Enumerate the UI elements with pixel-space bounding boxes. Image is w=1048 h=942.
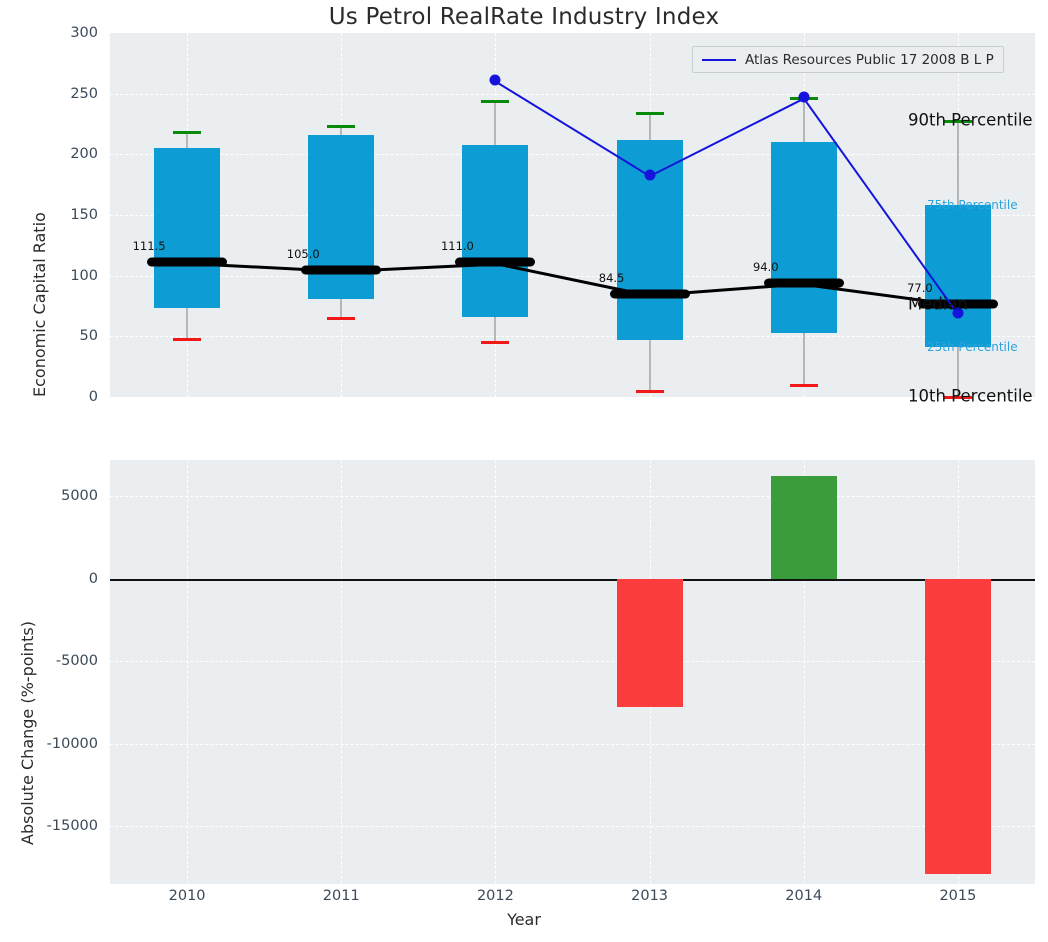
x-tick-label: 2010	[168, 888, 206, 904]
y-tick-label-top: 100	[70, 267, 98, 284]
box-iqr	[924, 205, 991, 348]
gridline-h	[110, 826, 1035, 828]
gridline-v	[495, 460, 497, 884]
x-tick-label: 2015	[939, 888, 977, 904]
box-iqr	[308, 134, 375, 299]
whisker-cap-low	[789, 383, 818, 387]
legend-entry-label: Atlas Resources Public 17 2008 B L P	[745, 51, 994, 68]
gridline-h	[110, 93, 1035, 95]
legend-line-swatch	[702, 58, 736, 61]
y-tick-label-top: 0	[88, 389, 98, 405]
median-marker	[455, 257, 536, 267]
whisker-cap-high	[327, 125, 356, 129]
y-tick-label-top: 300	[70, 25, 98, 41]
median-value-label: 94.0	[752, 259, 779, 274]
y-tick-label-bottom: -5000	[55, 653, 98, 670]
chart-title: Us Petrol RealRate Industry Index	[328, 4, 720, 30]
annotation-75th-percentile: 75th Percentile	[927, 198, 1018, 213]
y-tick-label-top: 250	[70, 85, 98, 102]
box-iqr	[462, 144, 529, 317]
gridline-h	[110, 336, 1035, 338]
y-tick-label-top: 50	[79, 328, 98, 345]
change-bar	[616, 578, 683, 708]
whisker-cap-low	[173, 337, 202, 341]
median-marker	[147, 257, 228, 267]
gridline-h	[110, 661, 1035, 663]
median-value-label: 77.0	[907, 280, 933, 295]
chart-legend[interactable]: Atlas Resources Public 17 2008 B L P	[692, 46, 1004, 73]
annotation-median: Median	[908, 294, 969, 314]
annotation-90th-percentile: 90th Percentile	[908, 110, 1033, 130]
median-marker	[609, 289, 690, 299]
y-axis-title-bottom: Absolute Change (%-points)	[18, 621, 37, 845]
median-marker	[301, 265, 382, 275]
gridline-h	[110, 154, 1035, 156]
y-tick-label-bottom: -15000	[46, 818, 98, 835]
whisker-cap-low	[635, 389, 664, 393]
box-iqr	[770, 142, 837, 333]
x-tick-label: 2011	[322, 888, 360, 904]
box-iqr	[154, 148, 221, 309]
whisker-cap-low	[943, 395, 972, 399]
gridline-v	[187, 460, 189, 884]
median-marker	[917, 299, 998, 309]
whisker-cap-high	[173, 131, 202, 135]
x-tick-label: 2014	[785, 888, 823, 904]
y-axis-title-top: Economic Capital Ratio	[30, 212, 49, 397]
x-tick-label: 2013	[631, 888, 669, 904]
median-marker	[763, 278, 844, 288]
gridline-h	[110, 743, 1035, 745]
gridline-v	[803, 460, 805, 884]
annotation-10th-percentile: 10th Percentile	[908, 386, 1033, 406]
median-value-label: 111.5	[132, 238, 166, 253]
x-tick-label: 2012	[476, 888, 514, 904]
series-data-point[interactable]	[952, 307, 964, 319]
whisker-cap-high	[943, 120, 972, 124]
gridline-h	[110, 275, 1035, 277]
series-data-point[interactable]	[644, 169, 656, 181]
annotation-25th-percentile: 25th Percentile	[927, 340, 1018, 355]
median-value-label: 84.5	[598, 271, 625, 286]
y-tick-label-top: 150	[70, 207, 98, 223]
zero-baseline	[110, 578, 1035, 581]
panel-absolute-change	[110, 460, 1035, 884]
y-tick-label-bottom: -10000	[46, 735, 98, 752]
series-data-point[interactable]	[489, 74, 501, 86]
change-bar	[770, 476, 837, 579]
whisker-cap-low	[327, 316, 356, 320]
median-value-label: 111.0	[440, 239, 474, 254]
x-axis-title: Year	[507, 910, 541, 929]
y-tick-label-bottom: 0	[88, 570, 98, 587]
gridline-h	[110, 215, 1035, 216]
gridline-v	[341, 460, 343, 884]
whisker-cap-low	[481, 341, 510, 345]
whisker-cap-high	[635, 111, 664, 115]
y-tick-label-bottom: 5000	[61, 488, 98, 505]
gridline-h	[110, 496, 1035, 498]
y-tick-label-top: 200	[70, 146, 98, 163]
change-bar	[924, 578, 991, 875]
whisker-cap-high	[481, 99, 510, 103]
series-data-point[interactable]	[798, 91, 810, 103]
median-value-label: 105.0	[286, 246, 320, 261]
